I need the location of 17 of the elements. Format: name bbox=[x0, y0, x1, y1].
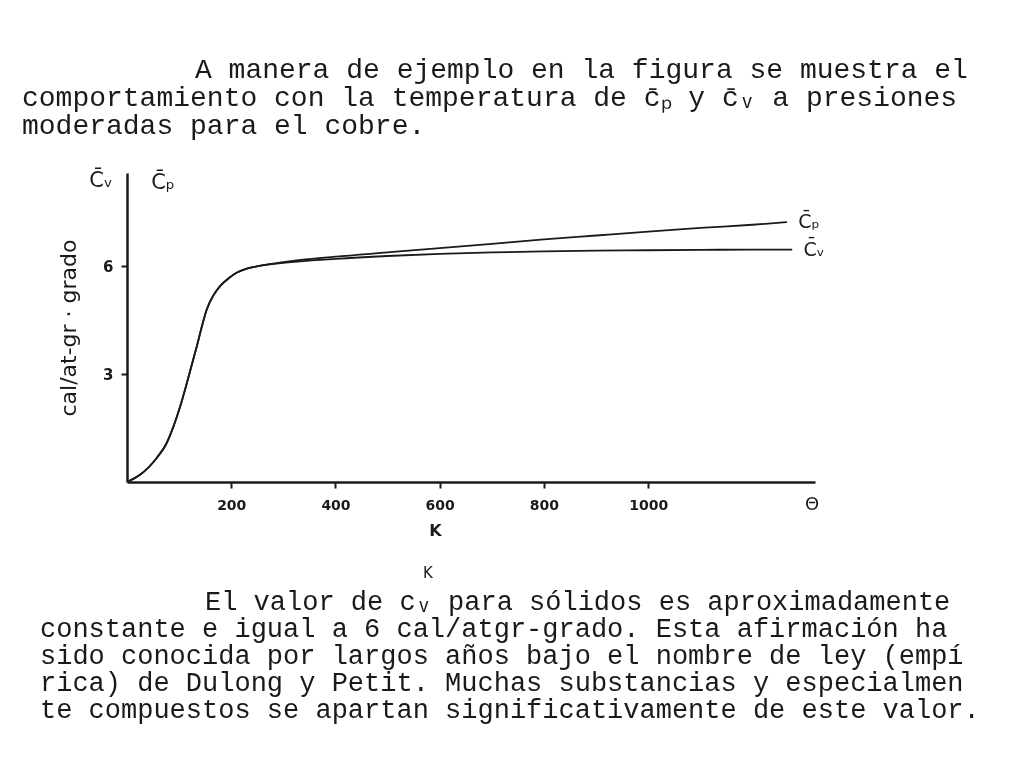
annotation: C̄ₚ bbox=[151, 169, 175, 194]
y-tick-label: 3 bbox=[103, 365, 114, 384]
series-label: C̄ₚ bbox=[798, 208, 820, 233]
y-tick-label: 6 bbox=[103, 257, 114, 276]
y-axis-title: cal/at-gr · grado bbox=[56, 239, 82, 417]
text: C̄ᵥ bbox=[89, 167, 113, 192]
text: K bbox=[423, 564, 435, 582]
x-tick-label: 800 bbox=[529, 496, 560, 513]
x-tick-label: 600 bbox=[425, 496, 456, 513]
series-label: C̄ᵥ bbox=[803, 236, 825, 260]
text: Θ bbox=[804, 493, 820, 514]
x-tick-label: 400 bbox=[321, 496, 351, 513]
chart-title: A manera de ejemplo en la figura se muestra el comportamiento con la temperatura de c̄ₚ y c̄ᵥ a presiones moderadas para el cobre. bbox=[22, 55, 968, 142]
x-tick-label: 1000 bbox=[629, 496, 669, 513]
x-tick-label: 200 bbox=[217, 496, 247, 513]
x-axis-title: K bbox=[429, 520, 443, 540]
text: El valor de cᵥ para sólidos es aproximadamente constante e igual a 6 cal/atgr-grado. Esta afirmación ha sido conocida por largos años bajo el nombre de ley (empí rica) de Dulong y Petit. Muchas substancias y especialmen te compuestos se apartan significativamente de este valor. bbox=[40, 588, 980, 726]
